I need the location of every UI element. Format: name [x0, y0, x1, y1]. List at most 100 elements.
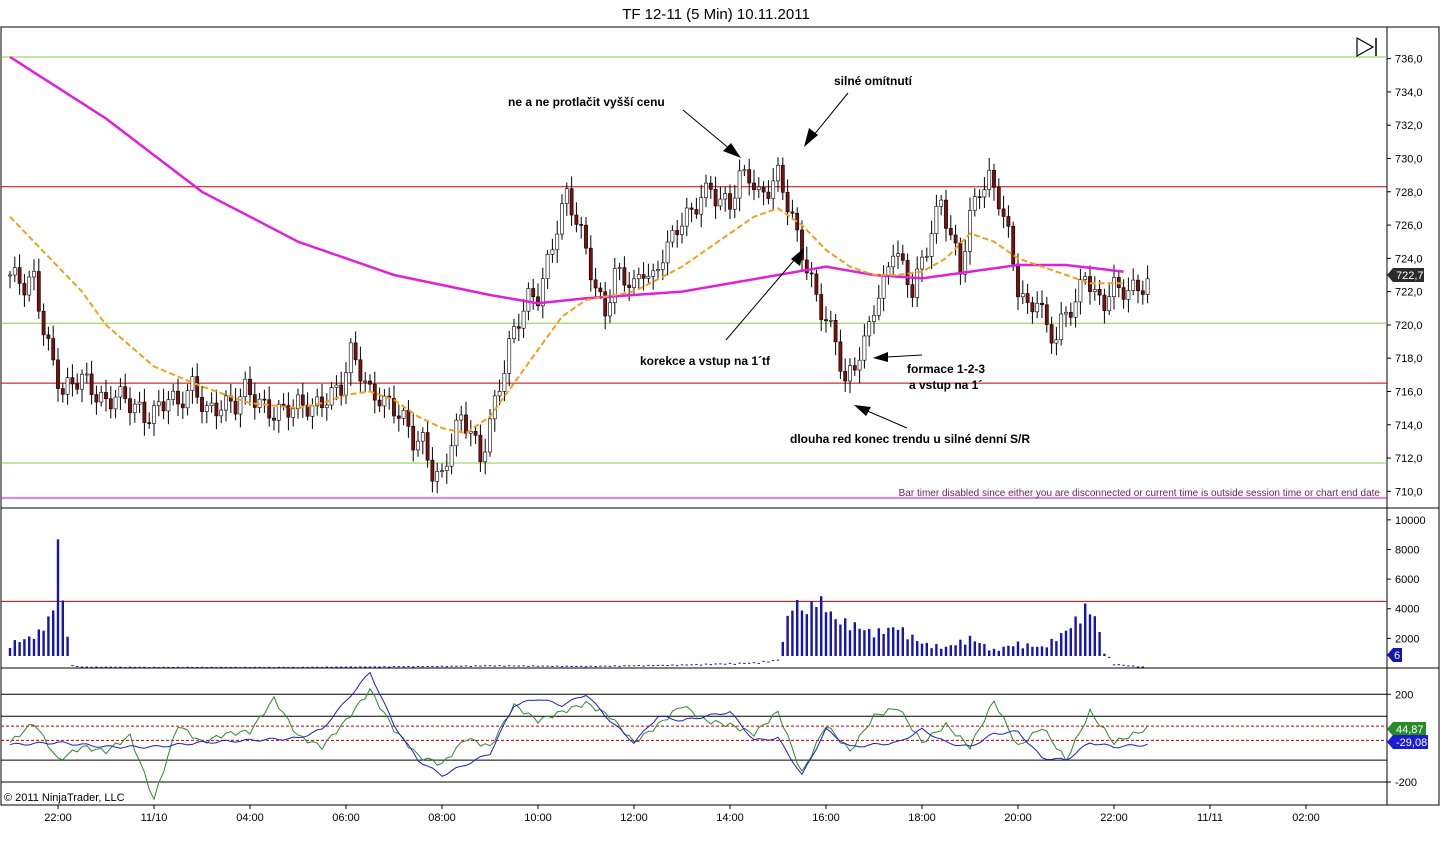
- volume-bar: [997, 650, 1000, 656]
- candle-up: [540, 278, 545, 307]
- volume-bar: [23, 639, 26, 656]
- candle-up: [1035, 302, 1040, 313]
- volume-bar: [287, 666, 290, 668]
- candle-up: [454, 419, 459, 447]
- candle-down: [819, 294, 824, 320]
- volume-bar: [13, 640, 16, 656]
- volume-bar: [642, 665, 645, 667]
- volume-bar: [949, 645, 952, 656]
- candle-down: [641, 274, 646, 279]
- volume-bar: [556, 665, 559, 667]
- candle-down: [766, 191, 771, 199]
- candle-up: [401, 410, 406, 419]
- time-tick-label: 20:00: [1004, 812, 1032, 824]
- time-tick-label: 18:00: [908, 812, 936, 824]
- indicator-panel-frame[interactable]: [0, 667, 1440, 806]
- volume-bar: [1084, 603, 1087, 656]
- arrowhead-ne-protlacit: [723, 143, 741, 158]
- volume-bar: [412, 666, 415, 668]
- volume-bar: [32, 638, 36, 656]
- volume-bar: [743, 662, 746, 664]
- candle-down: [1016, 263, 1020, 298]
- candle-down: [800, 229, 804, 261]
- volume-bar: [1012, 646, 1015, 656]
- volume-bar: [863, 630, 866, 656]
- candle-up: [776, 164, 780, 182]
- time-tick-label: 11/10: [141, 812, 168, 824]
- candle-down: [1136, 279, 1140, 292]
- candle-up: [190, 376, 195, 391]
- candle-down: [627, 284, 632, 288]
- candle-down: [1140, 290, 1145, 295]
- volume-bar: [320, 666, 324, 668]
- volume-bar: [205, 667, 208, 669]
- annotation-formace: formace 1-2-3: [907, 362, 985, 376]
- volume-bar: [680, 664, 684, 666]
- annotation-dlouha-red: dlouha red konec trendu u silné denní S/…: [790, 432, 1030, 446]
- volume-bar: [786, 615, 789, 656]
- candle-down: [320, 396, 324, 408]
- candle-down: [94, 394, 99, 403]
- candle-down: [752, 182, 756, 190]
- volume-bar: [440, 665, 444, 667]
- candle-up: [737, 170, 742, 199]
- arrowhead-korekce: [791, 248, 804, 266]
- price-tick-label: 730,0: [1395, 153, 1423, 165]
- candle-down: [1025, 293, 1030, 303]
- candle-down: [75, 383, 80, 390]
- candle-down: [1097, 289, 1102, 296]
- candle-down: [1040, 302, 1044, 306]
- candle-up: [560, 203, 564, 235]
- candle-down: [478, 434, 483, 463]
- volume-bar: [661, 664, 664, 666]
- candle-up: [742, 169, 747, 172]
- volume-bar: [700, 664, 703, 666]
- volume-bar: [709, 664, 712, 666]
- volume-bar: [796, 599, 799, 656]
- candle-up: [1064, 311, 1068, 315]
- candle-down: [579, 224, 584, 226]
- candle-up: [315, 396, 320, 407]
- time-tick-label: 10:00: [524, 812, 552, 824]
- candle-up: [987, 169, 992, 190]
- volume-bar: [8, 648, 12, 656]
- candle-down: [953, 234, 958, 244]
- oscillator-lines: [9, 671, 1148, 801]
- candle-up: [219, 409, 224, 417]
- volume-bar: [364, 666, 367, 668]
- candle-up: [718, 198, 723, 207]
- candle-up: [1083, 276, 1088, 280]
- time-tick-label: 22:00: [44, 812, 72, 824]
- candle-up: [886, 266, 891, 277]
- volume-bar: [349, 666, 352, 668]
- volume-bar: [181, 667, 184, 669]
- volume-bar: [191, 666, 194, 668]
- candle-down: [833, 319, 838, 343]
- price-panel-frame[interactable]: [0, 26, 1440, 509]
- bar-timer-message: Bar timer disabled since either you are …: [899, 488, 1381, 499]
- scroll-to-end-button[interactable]: [1356, 36, 1377, 58]
- candle-up: [1112, 277, 1116, 297]
- volume-bar: [95, 666, 98, 668]
- candle-up: [670, 230, 675, 243]
- candle-up: [939, 199, 944, 207]
- volume-bar: [1002, 646, 1005, 656]
- candle-up: [526, 288, 531, 312]
- volume-tick-label: 4000: [1395, 604, 1419, 616]
- volume-bar: [1064, 630, 1068, 656]
- volume-bar: [757, 662, 760, 664]
- candle-up: [416, 440, 420, 451]
- time-tick-label: 11/11: [1197, 812, 1223, 824]
- volume-bar: [906, 639, 909, 656]
- candle-down: [214, 402, 219, 417]
- volume-bar: [1026, 643, 1029, 656]
- candle-up: [771, 180, 776, 199]
- volume-bar: [800, 610, 804, 656]
- candle-up: [507, 338, 512, 374]
- volume-bar: [815, 606, 818, 656]
- volume-bar: [61, 600, 64, 656]
- volume-bar: [80, 666, 84, 668]
- volume-panel-frame[interactable]: [0, 507, 1440, 669]
- candle-up: [920, 256, 924, 270]
- volume-bar: [959, 639, 962, 656]
